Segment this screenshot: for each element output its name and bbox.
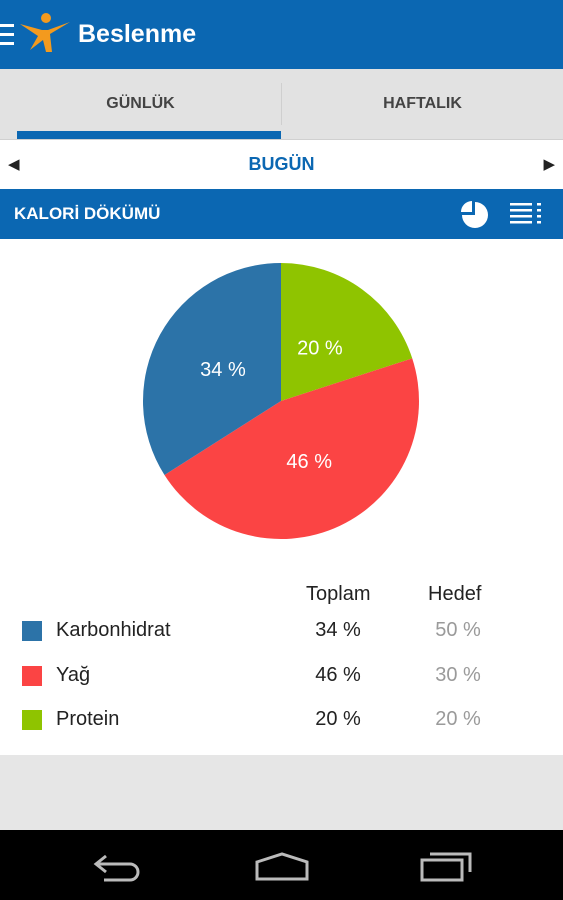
section-header: KALORİ DÖKÜMÜ <box>0 189 563 239</box>
recent-apps-icon[interactable] <box>420 850 474 884</box>
color-swatch-yag <box>22 666 42 686</box>
list-view-icon[interactable] <box>510 201 542 229</box>
pie-label: 34 % <box>200 359 246 381</box>
previous-day-arrow-icon[interactable]: ◀ <box>8 156 20 173</box>
color-swatch-karbonhidrat <box>22 621 42 641</box>
back-icon[interactable] <box>92 852 144 882</box>
home-icon[interactable] <box>254 852 310 882</box>
row-name: Yağ <box>56 664 91 686</box>
calorie-breakdown-card: 20 % 46 % 34 % Toplam Hedef Karbonhidrat 3… <box>0 239 563 755</box>
tab-weekly[interactable]: HAFTALIK <box>383 95 462 112</box>
app-logo-icon[interactable] <box>18 12 72 56</box>
next-day-arrow-icon[interactable]: ▶ <box>543 156 555 173</box>
date-navigation: ◀ BUGÜN ▶ <box>0 139 563 189</box>
pie-chart-icon[interactable] <box>461 201 489 229</box>
app-title: Beslenme <box>78 20 197 48</box>
system-navigation-bar <box>0 830 563 900</box>
tab-daily[interactable]: GÜNLÜK <box>106 95 175 112</box>
pie-label: 46 % <box>286 451 332 473</box>
table-row: Protein 20 % 20 % <box>0 700 563 740</box>
tab-bar: GÜNLÜK HAFTALIK <box>0 69 563 139</box>
row-total: 20 % <box>315 708 361 730</box>
table-row: Karbonhidrat 34 % 50 % <box>0 611 563 651</box>
pie-slice-yag <box>164 358 419 540</box>
row-total: 46 % <box>315 664 361 686</box>
color-swatch-protein <box>22 710 42 730</box>
column-header-total: Toplam <box>306 583 371 605</box>
tab-divider <box>281 83 282 125</box>
pie-slice-protein <box>281 263 413 401</box>
active-tab-indicator <box>17 131 281 139</box>
row-name: Karbonhidrat <box>56 619 171 641</box>
section-title: KALORİ DÖKÜMÜ <box>14 204 161 223</box>
pie-label: 20 % <box>297 337 343 359</box>
row-total: 34 % <box>315 619 361 641</box>
table-row: Yağ 46 % 30 % <box>0 656 563 696</box>
date-label: BUGÜN <box>248 154 315 174</box>
macro-pie-chart: 20 % 46 % 34 % <box>143 263 419 540</box>
row-goal: 50 % <box>435 619 481 641</box>
row-name: Protein <box>56 708 120 730</box>
app-bar: Beslenme <box>0 0 563 69</box>
column-header-goal: Hedef <box>428 583 482 605</box>
row-goal: 30 % <box>435 664 481 686</box>
row-goal: 20 % <box>435 708 481 730</box>
pie-slice-karbonhidrat <box>143 263 281 475</box>
menu-icon[interactable] <box>0 24 14 46</box>
